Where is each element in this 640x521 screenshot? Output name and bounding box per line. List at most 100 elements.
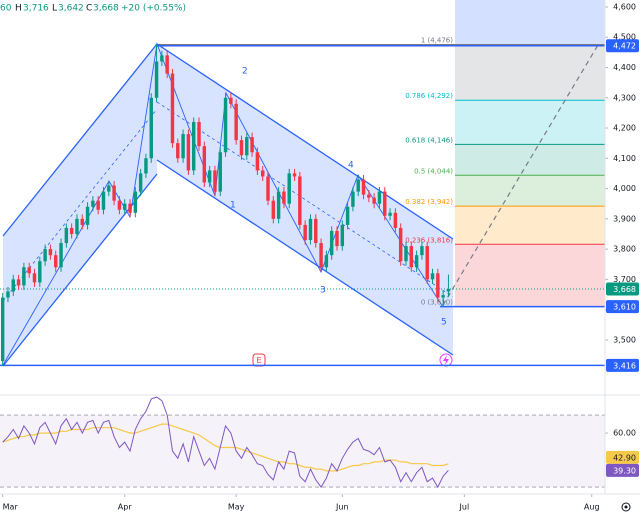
candle-body: [165, 55, 169, 74]
candle-body: [245, 137, 249, 156]
candle-body: [22, 267, 26, 286]
candle-body: [345, 206, 350, 225]
candle-body: [292, 173, 297, 177]
projection-line: [442, 44, 599, 306]
fib-band: [455, 44, 605, 101]
candle-body: [388, 212, 392, 216]
fib-label: 0.5 (4,044): [414, 167, 453, 175]
y-tick-label: 4,000: [613, 184, 636, 193]
candle-body: [356, 179, 360, 192]
candle-body: [404, 246, 408, 262]
change-value: +20 (+0.55%): [121, 4, 186, 14]
fib-label: 1 (4,476): [421, 36, 453, 44]
value-label-box: [606, 463, 639, 477]
candle-body: [335, 230, 339, 247]
candle-body: [112, 185, 116, 201]
candle-body: [128, 203, 132, 213]
candle-body: [27, 267, 31, 274]
y-tick-label: 4,200: [613, 124, 636, 133]
drawings: 1 2 3 4 5 E: [2, 42, 599, 367]
price-label-box: [606, 39, 639, 53]
candle-body: [160, 55, 164, 62]
candle-body: [340, 224, 345, 247]
candle-body: [69, 227, 74, 234]
x-tick-label: Mar: [3, 503, 19, 512]
candle-body: [393, 212, 398, 228]
candle-body: [101, 191, 106, 210]
candle-body: [91, 200, 95, 207]
settings-icon[interactable]: [621, 502, 631, 512]
candle-body: [250, 137, 254, 153]
wave-label: 4: [348, 161, 354, 171]
x-tick-label: Aug: [584, 503, 600, 512]
y-tick-label: 4,500: [613, 33, 636, 42]
candle-body: [59, 243, 63, 268]
candle-body: [367, 194, 371, 198]
fib-label: 0.618 (4,146): [405, 136, 453, 144]
price-label: 4,472: [613, 42, 636, 51]
candle-body: [96, 200, 100, 210]
fib-band: [455, 144, 605, 176]
open-value: 60: [0, 4, 12, 14]
fib-label: 0.382 (3,942): [405, 198, 453, 206]
candle-body: [383, 191, 387, 216]
settings-button[interactable]: [621, 502, 631, 512]
channel-midline: [156, 101, 454, 298]
y-tick-label: 3,800: [613, 245, 636, 254]
y-tick-label: 4,400: [613, 63, 636, 72]
price-label: 3,416: [613, 361, 636, 370]
candle-body: [398, 227, 403, 262]
rising-channel: [3, 44, 157, 366]
candle-body: [266, 176, 270, 201]
channel-line: [2, 43, 158, 237]
candle-body: [80, 218, 84, 225]
candle-body: [53, 255, 58, 268]
value-label: 39.30: [613, 466, 636, 475]
candle-body: [32, 273, 37, 283]
candle-body: [372, 197, 376, 204]
y-tick-label: 60.00: [613, 429, 636, 438]
x-tick-label: Jun: [335, 503, 349, 512]
candle-body: [420, 246, 424, 256]
data-layer: 1 (4,476) 0.786 (4,292) 0.618 (4,146) 0.5 (…: [0, 2, 639, 512]
candle-body: [414, 255, 419, 268]
close-value: 3,668: [93, 4, 119, 14]
candle-body: [16, 279, 21, 286]
fib-band: [455, 100, 605, 145]
falling-channel: [157, 44, 453, 355]
candle-body: [287, 173, 291, 204]
channel-midline: [2, 108, 158, 302]
wave-label: 3: [320, 286, 326, 296]
candle-body: [234, 103, 238, 141]
fib-band: [455, 244, 605, 307]
candle-body: [308, 218, 313, 241]
low-label: L: [52, 4, 57, 14]
candle-body: [430, 273, 435, 280]
candle-body: [276, 191, 281, 219]
candle-body: [186, 134, 191, 171]
price-label-box: [606, 282, 639, 296]
candle-body: [377, 191, 382, 204]
background-layer: [0, 0, 605, 488]
candle-body: [154, 61, 159, 98]
fib-label: 0.236 (3,816): [405, 236, 453, 244]
y-tick-label: 3,500: [613, 335, 636, 344]
fib-top-zone: [455, 0, 605, 45]
y-tick-label: 3,900: [613, 214, 636, 223]
fib-band: [455, 206, 605, 245]
candle-body: [239, 140, 244, 156]
y-tick-label: 4,300: [613, 93, 636, 102]
channel-line: [156, 159, 454, 356]
rsi-line: [2, 423, 449, 472]
candle-body: [361, 179, 366, 195]
candle-body: [425, 246, 429, 280]
candle-body: [64, 227, 69, 244]
candle-body: [255, 152, 260, 171]
fib-label: 0 (3,610): [421, 299, 453, 307]
y-tick-label: 3,700: [613, 275, 636, 284]
fib-band: [455, 175, 605, 207]
low-value: 3,642: [58, 4, 84, 14]
candle-body: [409, 246, 414, 268]
candle-body: [170, 73, 175, 144]
